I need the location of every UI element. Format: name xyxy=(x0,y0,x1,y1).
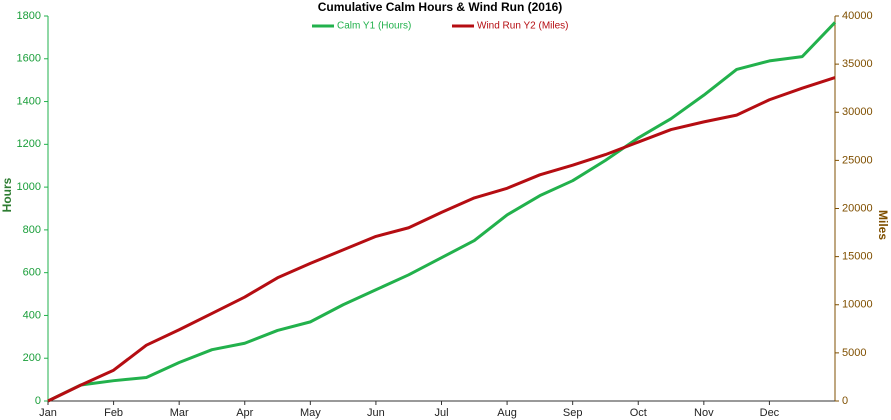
x-tick-label: Feb xyxy=(104,407,123,419)
y-tick-label: 1400 xyxy=(17,95,41,107)
y-tick-label: 1600 xyxy=(17,53,41,65)
y-tick-label: 200 xyxy=(23,352,41,364)
y2-tick-label: 15000 xyxy=(842,251,873,263)
y-tick-label: 800 xyxy=(23,224,41,236)
x-tick-label: May xyxy=(300,407,321,419)
x-tick-label: Aug xyxy=(497,407,517,419)
x-tick-label: Mar xyxy=(170,407,189,419)
legend-label: Calm Y1 (Hours) xyxy=(337,21,411,32)
y-tick-label: 1200 xyxy=(17,138,41,150)
y2-tick-label: 10000 xyxy=(842,299,873,311)
y-axis-label: Hours xyxy=(0,177,14,212)
x-tick-label: Nov xyxy=(694,407,714,419)
x-tick-label: Jan xyxy=(39,407,57,419)
line-series xyxy=(47,21,837,403)
y-tick-label: 400 xyxy=(23,309,41,321)
y2-tick-label: 30000 xyxy=(842,106,873,118)
legend-label: Wind Run Y2 (Miles) xyxy=(477,21,569,32)
y2-tick-label: 40000 xyxy=(842,10,873,22)
chart-title: Cumulative Calm Hours & Wind Run (2016) xyxy=(318,0,563,14)
y2-tick-label: 5000 xyxy=(842,347,866,359)
y2-axis-label: Miles xyxy=(876,210,890,240)
y2-tick-label: 20000 xyxy=(842,202,873,214)
x-tick-label: Apr xyxy=(236,407,253,419)
y2-tick-label: 0 xyxy=(842,395,848,407)
x-tick-label: Jun xyxy=(367,407,385,419)
y-tick-label: 600 xyxy=(23,267,41,279)
y2-tick-label: 35000 xyxy=(842,58,873,70)
line-series xyxy=(47,76,836,403)
x-tick-label: Oct xyxy=(630,407,647,419)
y-tick-label: 1000 xyxy=(17,181,41,193)
y2-tick-label: 25000 xyxy=(842,154,873,166)
x-tick-label: Sep xyxy=(563,407,583,419)
y-tick-label: 0 xyxy=(35,395,41,407)
x-tick-label: Jul xyxy=(434,407,448,419)
y-tick-label: 1800 xyxy=(17,10,41,22)
x-tick-label: Dec xyxy=(760,407,780,419)
